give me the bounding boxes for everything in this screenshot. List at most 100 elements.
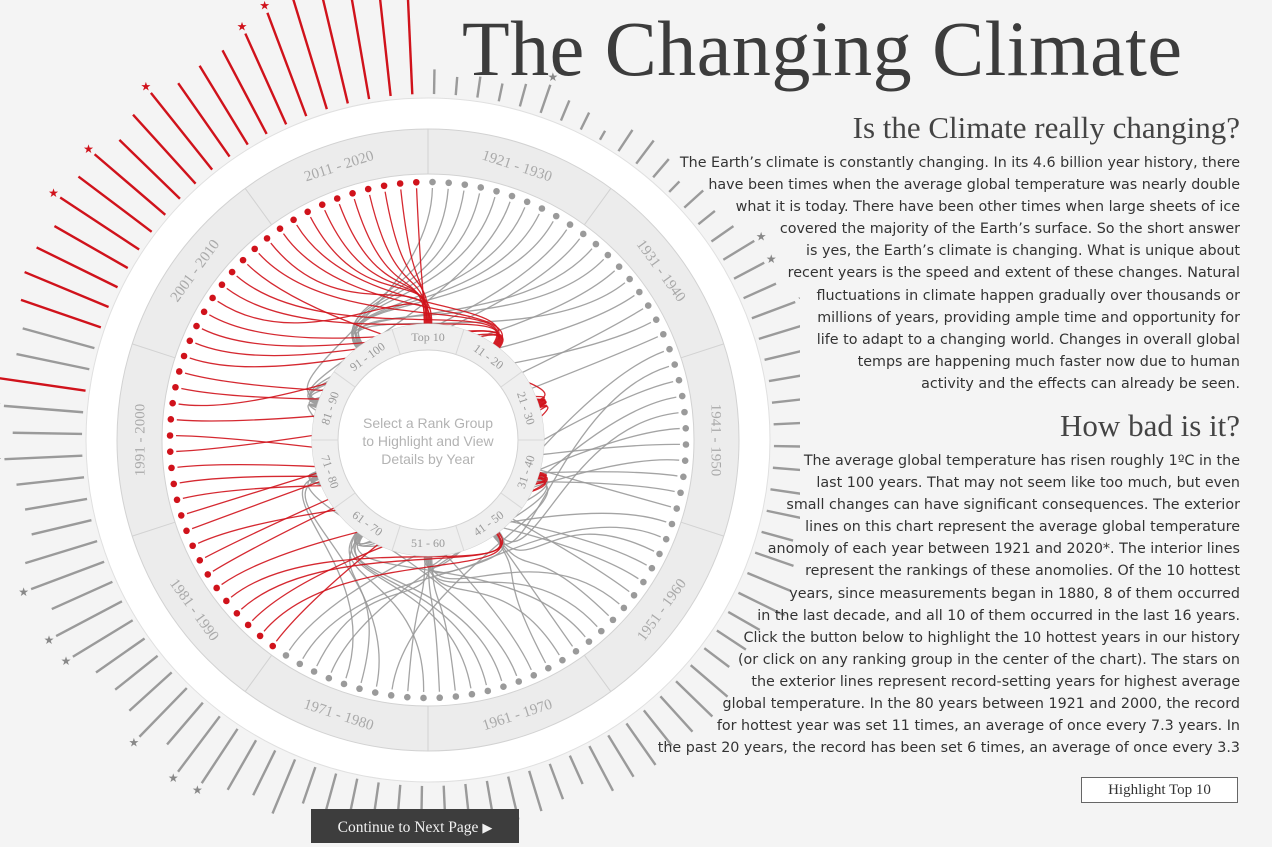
year-dot[interactable]: [445, 180, 452, 187]
year-dot[interactable]: [567, 221, 574, 228]
year-dot[interactable]: [493, 188, 500, 195]
year-dot[interactable]: [365, 186, 372, 193]
year-dot[interactable]: [181, 353, 188, 360]
year-dot[interactable]: [461, 181, 468, 188]
year-dot[interactable]: [515, 678, 522, 685]
year-dot[interactable]: [436, 694, 443, 701]
year-dot[interactable]: [640, 579, 647, 586]
year-dot[interactable]: [573, 648, 580, 655]
year-dot[interactable]: [631, 592, 638, 599]
year-dot[interactable]: [388, 692, 395, 699]
year-dot[interactable]: [530, 672, 537, 679]
year-dot[interactable]: [681, 409, 688, 416]
year-dot[interactable]: [277, 225, 284, 232]
year-dot[interactable]: [349, 190, 356, 197]
year-dot[interactable]: [196, 557, 203, 564]
year-dot[interactable]: [174, 496, 181, 503]
year-dot[interactable]: [257, 633, 264, 640]
play-arrow-icon: ▶: [482, 820, 492, 835]
year-dot[interactable]: [213, 585, 220, 592]
year-dot[interactable]: [645, 302, 652, 309]
year-dot[interactable]: [593, 241, 600, 248]
year-dot[interactable]: [290, 216, 297, 223]
year-dot[interactable]: [372, 689, 379, 696]
year-dot[interactable]: [626, 276, 633, 283]
year-dot[interactable]: [169, 400, 176, 407]
year-dot[interactable]: [469, 691, 476, 698]
year-dot[interactable]: [545, 665, 552, 672]
body-line: have been times when the average global …: [660, 174, 1240, 196]
year-dot[interactable]: [610, 617, 617, 624]
anomaly-line: [636, 140, 653, 163]
year-dot[interactable]: [204, 571, 211, 578]
year-dot[interactable]: [413, 179, 420, 186]
year-dot[interactable]: [559, 657, 566, 664]
year-dot[interactable]: [605, 252, 612, 259]
year-dot[interactable]: [229, 269, 236, 276]
year-dot[interactable]: [484, 688, 491, 695]
year-dot[interactable]: [682, 425, 689, 432]
year-dot[interactable]: [580, 231, 587, 238]
year-dot[interactable]: [223, 598, 230, 605]
year-dot[interactable]: [397, 180, 404, 187]
year-dot[interactable]: [616, 263, 623, 270]
year-dot[interactable]: [183, 527, 190, 534]
year-dot[interactable]: [683, 441, 690, 448]
year-dot[interactable]: [429, 179, 436, 186]
year-dot[interactable]: [245, 622, 252, 629]
year-dot[interactable]: [167, 448, 174, 455]
year-dot[interactable]: [283, 652, 290, 659]
year-dot[interactable]: [509, 193, 516, 200]
year-dot[interactable]: [251, 246, 258, 253]
year-dot[interactable]: [311, 668, 318, 675]
rank-group-label[interactable]: 51 - 60: [411, 536, 445, 550]
year-dot[interactable]: [453, 693, 460, 700]
body-line: anomoly of each year between 1921 and 20…: [650, 538, 1240, 560]
year-dot[interactable]: [636, 289, 643, 296]
year-dot[interactable]: [167, 432, 174, 439]
year-dot[interactable]: [189, 542, 196, 549]
year-dot[interactable]: [168, 465, 175, 472]
year-dot[interactable]: [598, 628, 605, 635]
highlight-top-10-button[interactable]: Highlight Top 10: [1081, 777, 1238, 803]
year-dot[interactable]: [209, 295, 216, 302]
year-dot[interactable]: [240, 257, 247, 264]
decade-label[interactable]: 1991 - 2000: [133, 404, 149, 477]
year-dot[interactable]: [539, 205, 546, 212]
year-dot[interactable]: [187, 338, 194, 345]
year-dot[interactable]: [296, 661, 303, 668]
year-dot[interactable]: [269, 643, 276, 650]
section-body-how-bad[interactable]: The average global temperature has risen…: [650, 450, 1240, 766]
year-dot[interactable]: [477, 184, 484, 191]
year-dot[interactable]: [341, 681, 348, 688]
year-dot[interactable]: [524, 199, 531, 206]
year-dot[interactable]: [193, 323, 200, 330]
year-dot[interactable]: [356, 685, 363, 692]
year-dot[interactable]: [172, 384, 179, 391]
year-dot[interactable]: [404, 694, 411, 701]
year-dot[interactable]: [500, 683, 507, 690]
year-dot[interactable]: [653, 316, 660, 323]
year-dot[interactable]: [553, 213, 560, 220]
year-dot[interactable]: [234, 610, 241, 617]
year-dot[interactable]: [168, 416, 175, 423]
year-dot[interactable]: [381, 182, 388, 189]
year-dot[interactable]: [326, 675, 333, 682]
year-dot[interactable]: [319, 201, 326, 208]
year-dot[interactable]: [621, 605, 628, 612]
year-dot[interactable]: [176, 368, 183, 375]
year-dot[interactable]: [334, 195, 341, 202]
continue-next-page-button[interactable]: Continue to Next Page▶: [311, 809, 519, 843]
year-dot[interactable]: [178, 512, 185, 519]
year-dot[interactable]: [201, 308, 208, 315]
anomaly-line: [17, 477, 85, 484]
year-dot[interactable]: [264, 235, 271, 242]
year-dot[interactable]: [420, 695, 427, 702]
year-dot[interactable]: [586, 638, 593, 645]
year-dot[interactable]: [170, 481, 177, 488]
year-dot[interactable]: [304, 208, 311, 215]
rank-group-label[interactable]: Top 10: [411, 330, 445, 344]
body-line: the exterior lines represent record-sett…: [650, 671, 1240, 693]
anomaly-line: [32, 520, 92, 534]
year-dot[interactable]: [219, 281, 226, 288]
